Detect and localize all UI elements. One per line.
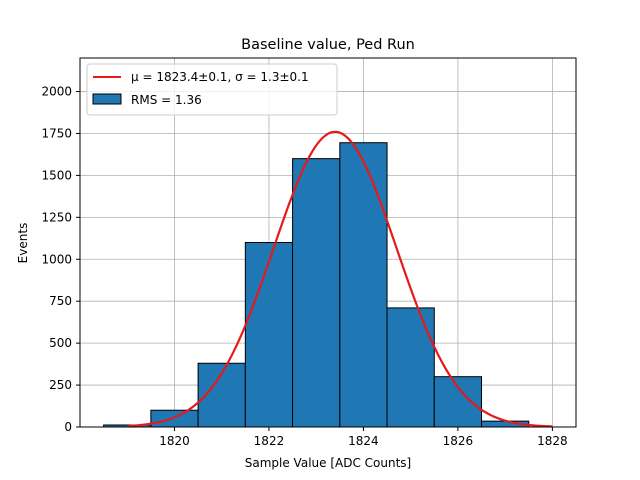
y-tick-label: 500 (49, 336, 72, 350)
plot-frame (79, 57, 577, 428)
y-axis-label: Events (16, 223, 30, 264)
legend-rms-label: RMS = 1.36 (131, 93, 202, 107)
y-tick-label: 250 (49, 378, 72, 392)
y-tick-label: 2000 (41, 85, 72, 99)
y-tick-label: 0 (64, 420, 72, 434)
y-tick-label: 1750 (41, 126, 72, 140)
histogram-bar (244, 242, 294, 428)
histogram-bar (292, 158, 341, 428)
y-tick-label: 1500 (41, 168, 72, 182)
histogram-bar (150, 409, 199, 428)
legend-rms-swatch (92, 93, 122, 105)
chart-title: Baseline value, Ped Run (241, 37, 415, 53)
histogram-bar (386, 307, 435, 428)
y-tick-label: 1250 (41, 210, 72, 224)
x-tick-label: 1820 (159, 434, 190, 448)
gaussian-fit-line (127, 130, 553, 428)
x-tick-label: 1822 (254, 434, 285, 448)
histogram-bar (433, 376, 483, 428)
x-tick-label: 1826 (443, 434, 474, 448)
legend-box (86, 63, 338, 116)
x-tick-label: 1824 (348, 434, 379, 448)
x-axis-ticks: 1820 1822 1824 1826 1828 (159, 427, 568, 448)
x-tick-label: 1828 (537, 434, 568, 448)
y-tick-label: 1000 (41, 252, 72, 266)
legend-fit-label: μ = 1823.4±0.1, σ = 1.3±0.1 (131, 70, 309, 84)
y-axis-ticks: 0 250 500 750 1000 1250 1500 1750 2000 (41, 85, 80, 434)
x-axis-label: Sample Value [ADC Counts] (245, 456, 411, 470)
fit-curve-group (127, 130, 553, 428)
y-tick-label: 750 (49, 294, 72, 308)
histogram-bar (339, 142, 388, 428)
legend: μ = 1823.4±0.1, σ = 1.3±0.1 RMS = 1.36 (86, 63, 338, 116)
